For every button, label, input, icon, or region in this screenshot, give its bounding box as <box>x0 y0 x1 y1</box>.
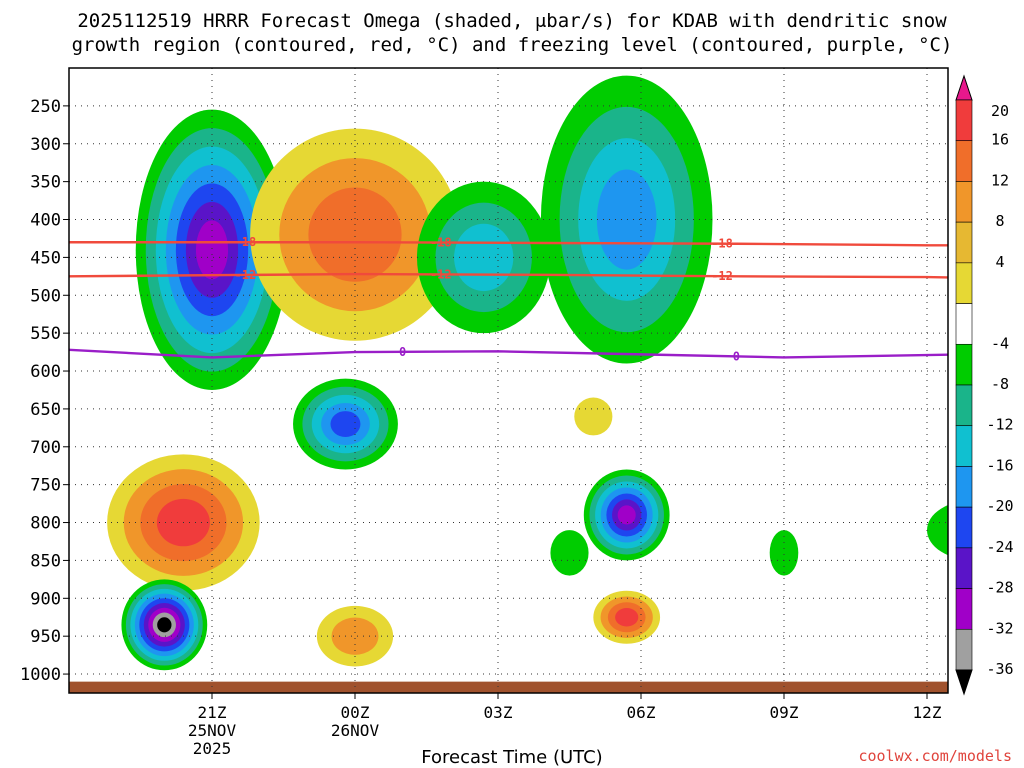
colorbar-swatch-1 <box>955 99 973 142</box>
x-axis-label: Forecast Time (UTC) <box>421 747 603 768</box>
x-tick-label: 06Z <box>627 703 656 722</box>
y-tick-label: 800 <box>30 514 61 534</box>
chart-title: 2025112519 HRRR Forecast Omega (shaded, … <box>77 10 947 32</box>
colorbar-label: -8 <box>991 375 1009 393</box>
omega-blob <box>250 128 460 341</box>
y-tick-label: 700 <box>30 438 61 458</box>
credit-link[interactable]: coolwx.com/models <box>858 747 1012 765</box>
colorbar-label: -32 <box>986 619 1013 637</box>
y-tick-label: 750 <box>30 476 61 496</box>
omega-contour-1-2 <box>308 187 402 282</box>
omega-blob <box>927 505 948 556</box>
omega-contour-10-0 <box>574 397 613 436</box>
omega-contour-9-3 <box>615 608 639 627</box>
contour-label-dgz_top: -18 <box>235 235 257 249</box>
omega-blob <box>583 469 670 561</box>
omega-blob <box>593 590 661 644</box>
y-tick-label: 950 <box>30 627 61 647</box>
colorbar-swatch-11 <box>955 506 973 549</box>
colorbar-swatch-14 <box>955 628 973 671</box>
colorbar-label: 16 <box>991 131 1009 149</box>
y-tick-label: 350 <box>30 173 61 193</box>
omega-blob <box>121 579 208 671</box>
x-tick-year: 2025 <box>193 739 232 758</box>
contour-label-dgz_top: -18 <box>711 237 733 251</box>
colorbar-label: -28 <box>986 579 1013 597</box>
omega-contour-5-1 <box>331 617 379 655</box>
colorbar-label: -12 <box>986 416 1013 434</box>
contour-dgz_top <box>69 241 948 247</box>
contour-label-dgz_bottom: -12 <box>235 268 257 282</box>
y-tick-label: 900 <box>30 589 61 609</box>
contour-label-freezing_level: 0 <box>733 349 740 363</box>
x-tick-label: 09Z <box>770 703 799 722</box>
colorbar-label: 4 <box>995 253 1004 271</box>
colorbar-swatch-5 <box>955 262 973 304</box>
colorbar-swatch-9 <box>955 425 973 467</box>
omega-blob <box>574 397 613 436</box>
omega-contour-4-8 <box>157 617 172 633</box>
omega-contour-8-6 <box>617 505 636 525</box>
contour-label-dgz_bottom: -12 <box>711 269 733 283</box>
colorbar-label: 8 <box>995 212 1004 230</box>
y-tick-label: 550 <box>30 324 61 344</box>
x-tick-label: 21Z <box>198 703 227 722</box>
y-tick-label: 600 <box>30 362 61 382</box>
colorbar-swatch-10 <box>955 466 973 508</box>
colorbar-label: -4 <box>991 334 1009 352</box>
colorbar-top-arrow <box>955 74 973 101</box>
plot-frame <box>68 67 949 694</box>
omega-blob <box>769 530 799 576</box>
omega-contour-0-6 <box>195 220 229 280</box>
contour-label-dgz_bottom: -12 <box>430 267 452 281</box>
colorbar-swatch-4 <box>955 221 973 264</box>
y-tick-label: 450 <box>30 248 61 268</box>
y-tick-label: 650 <box>30 400 61 420</box>
colorbar-label: 12 <box>991 171 1009 189</box>
y-tick-label: 400 <box>30 211 61 231</box>
chart-subtitle: growth region (contoured, red, °C) and f… <box>71 34 953 56</box>
colorbar-label: -20 <box>986 497 1013 515</box>
colorbar-label: 20 <box>991 102 1009 120</box>
contour-dgz_bottom <box>69 272 948 279</box>
omega-contour-13-0 <box>550 530 589 576</box>
colorbar-swatch-8 <box>955 384 973 427</box>
y-tick-label: 300 <box>30 135 61 155</box>
x-tick-label: 00Z <box>341 703 370 722</box>
omega-contour-12-0 <box>927 505 948 556</box>
colorbar-swatch-7 <box>955 343 973 386</box>
omega-contour-2-4 <box>330 411 361 438</box>
colorbar-swatch-2 <box>955 140 973 182</box>
omega-contour-11-0 <box>769 530 799 576</box>
y-tick-label: 250 <box>30 97 61 117</box>
omega-blob <box>293 378 398 470</box>
colorbar-swatch-13 <box>955 588 973 630</box>
omega-blob <box>135 109 289 390</box>
omega-blob <box>550 530 589 576</box>
x-tick-label: 12Z <box>913 703 942 722</box>
colorbar-label: -16 <box>986 456 1013 474</box>
contour-label-freezing_level: 0 <box>399 345 406 359</box>
x-tick-label: 03Z <box>484 703 513 722</box>
colorbar-swatch-3 <box>955 181 973 223</box>
colorbar-bottom-arrow <box>955 669 973 696</box>
x-tick-date: 25NOV <box>188 721 237 740</box>
colorbar-label: -24 <box>986 538 1013 556</box>
y-tick-label: 1000 <box>20 665 61 685</box>
omega-blob <box>540 75 713 364</box>
contour-freezing_level <box>69 348 948 359</box>
ground-terrain <box>69 681 948 693</box>
x-tick-date: 26NOV <box>331 721 380 740</box>
omega-contour-7-3 <box>596 169 657 270</box>
colorbar-label: -36 <box>986 660 1013 678</box>
colorbar-swatch-12 <box>955 547 973 589</box>
omega-blob <box>316 605 394 667</box>
colorbar-swatch-6 <box>955 303 973 345</box>
contour-label-dgz_top: -18 <box>430 236 452 250</box>
y-tick-label: 500 <box>30 286 61 306</box>
y-tick-label: 850 <box>30 551 61 571</box>
